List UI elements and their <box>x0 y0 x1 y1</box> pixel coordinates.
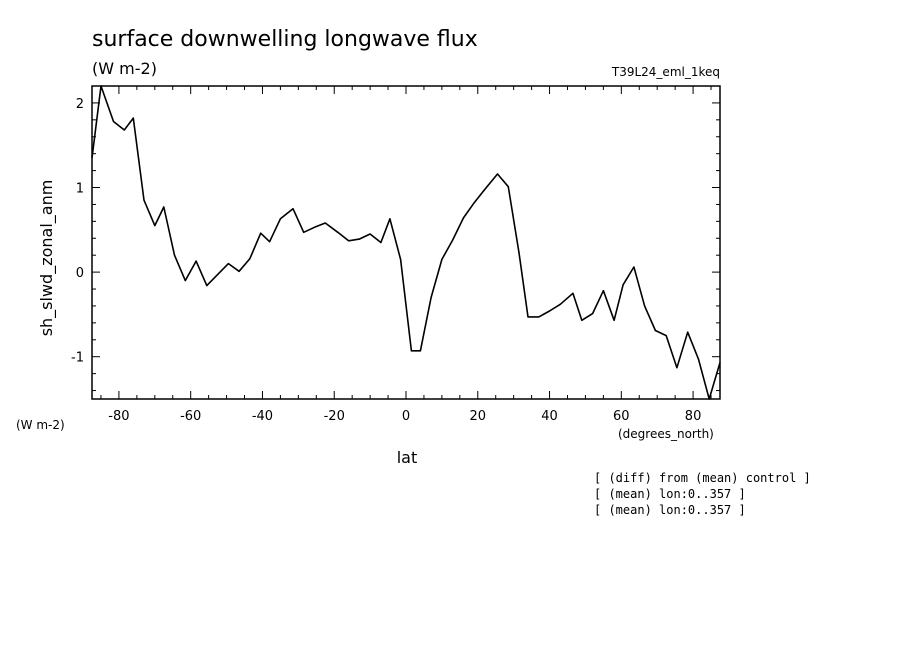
data-point <box>507 186 509 188</box>
data-point <box>358 238 360 240</box>
data-point <box>473 202 475 204</box>
x-tick-label: 80 <box>685 409 702 424</box>
data-point <box>452 239 454 241</box>
data-point <box>654 329 657 332</box>
run-label: T39L24_eml_1keq <box>611 65 720 79</box>
x-axis-units: (degrees_north) <box>618 427 714 441</box>
data-point <box>572 292 574 294</box>
data-point <box>622 284 624 286</box>
data-point <box>347 240 350 242</box>
data-point <box>538 316 540 318</box>
x-tick-label: 0 <box>402 409 410 424</box>
data-point <box>518 252 520 254</box>
data-point <box>430 296 432 299</box>
plot-area: -80 -60 -40 -20 0 20 40 60 80 -1 0 1 2 <box>71 85 721 424</box>
data-point <box>665 334 667 337</box>
data-point <box>633 266 635 268</box>
data-point <box>269 241 271 243</box>
chart-title: surface downwelling longwave flux <box>92 27 478 52</box>
x-tick-label: 40 <box>541 409 558 424</box>
data-point <box>112 120 115 123</box>
data-point <box>279 218 281 220</box>
title-units: (W m-2) <box>92 59 157 78</box>
data-point <box>708 398 710 400</box>
plot-frame <box>91 85 721 400</box>
data-point <box>484 188 486 190</box>
data-point <box>441 258 443 261</box>
data-point <box>173 254 176 256</box>
data-point <box>602 290 604 292</box>
data-point <box>496 173 499 175</box>
data-point <box>592 312 594 315</box>
data-point <box>163 206 165 208</box>
data-point <box>697 358 700 360</box>
y-axis-label: sh_slwd_zonal_anm <box>37 180 57 337</box>
data-point <box>91 157 93 159</box>
data-point <box>206 285 208 287</box>
data-point <box>260 232 262 234</box>
data-point <box>419 350 421 352</box>
note-line-2: [ (mean) lon:0..357 ] <box>594 487 746 501</box>
data-point <box>389 218 391 220</box>
data-point <box>154 224 156 227</box>
data-point <box>676 367 678 369</box>
note-line-1: [ (diff) from (mean) control ] <box>594 471 811 485</box>
data-point <box>687 331 689 333</box>
data-point <box>123 129 125 131</box>
series-line <box>91 85 721 400</box>
data-point <box>548 310 551 312</box>
data-point <box>292 208 294 210</box>
data-point <box>313 226 316 228</box>
data-point <box>238 270 240 272</box>
y-axis-units: (W m-2) <box>16 418 65 432</box>
data-point <box>217 274 219 276</box>
data-point <box>227 263 229 265</box>
data-point <box>719 362 721 364</box>
data-point <box>143 199 145 201</box>
data-point <box>613 319 615 321</box>
x-axis-label: lat <box>397 448 418 467</box>
x-tick-label: 60 <box>613 409 630 424</box>
data-point <box>400 258 402 261</box>
y-tick-label: 2 <box>76 97 84 112</box>
data-point <box>337 231 339 233</box>
data-point <box>100 85 102 87</box>
data-point <box>581 319 583 321</box>
data-point <box>559 303 561 305</box>
y-tick-label: 0 <box>76 266 84 281</box>
x-tick-label: -80 <box>108 409 129 424</box>
data-point <box>132 117 134 119</box>
y-tick-label: 1 <box>76 182 84 197</box>
data-point <box>410 350 412 352</box>
data-point <box>249 257 251 260</box>
x-tick-label: -60 <box>180 409 201 424</box>
data-point <box>527 316 529 318</box>
data-point <box>324 222 326 224</box>
y-tick-label: -1 <box>71 351 84 366</box>
x-tick-label: 20 <box>469 409 486 424</box>
data-point <box>303 231 305 233</box>
data-point <box>195 260 197 262</box>
data-point <box>369 233 371 235</box>
data-point <box>184 279 186 282</box>
note-line-3: [ (mean) lon:0..357 ] <box>594 503 746 517</box>
data-point <box>380 241 382 244</box>
x-tick-label: -20 <box>324 409 345 424</box>
data-point <box>462 217 465 219</box>
x-tick-label: -40 <box>252 409 273 424</box>
data-point <box>644 305 646 307</box>
